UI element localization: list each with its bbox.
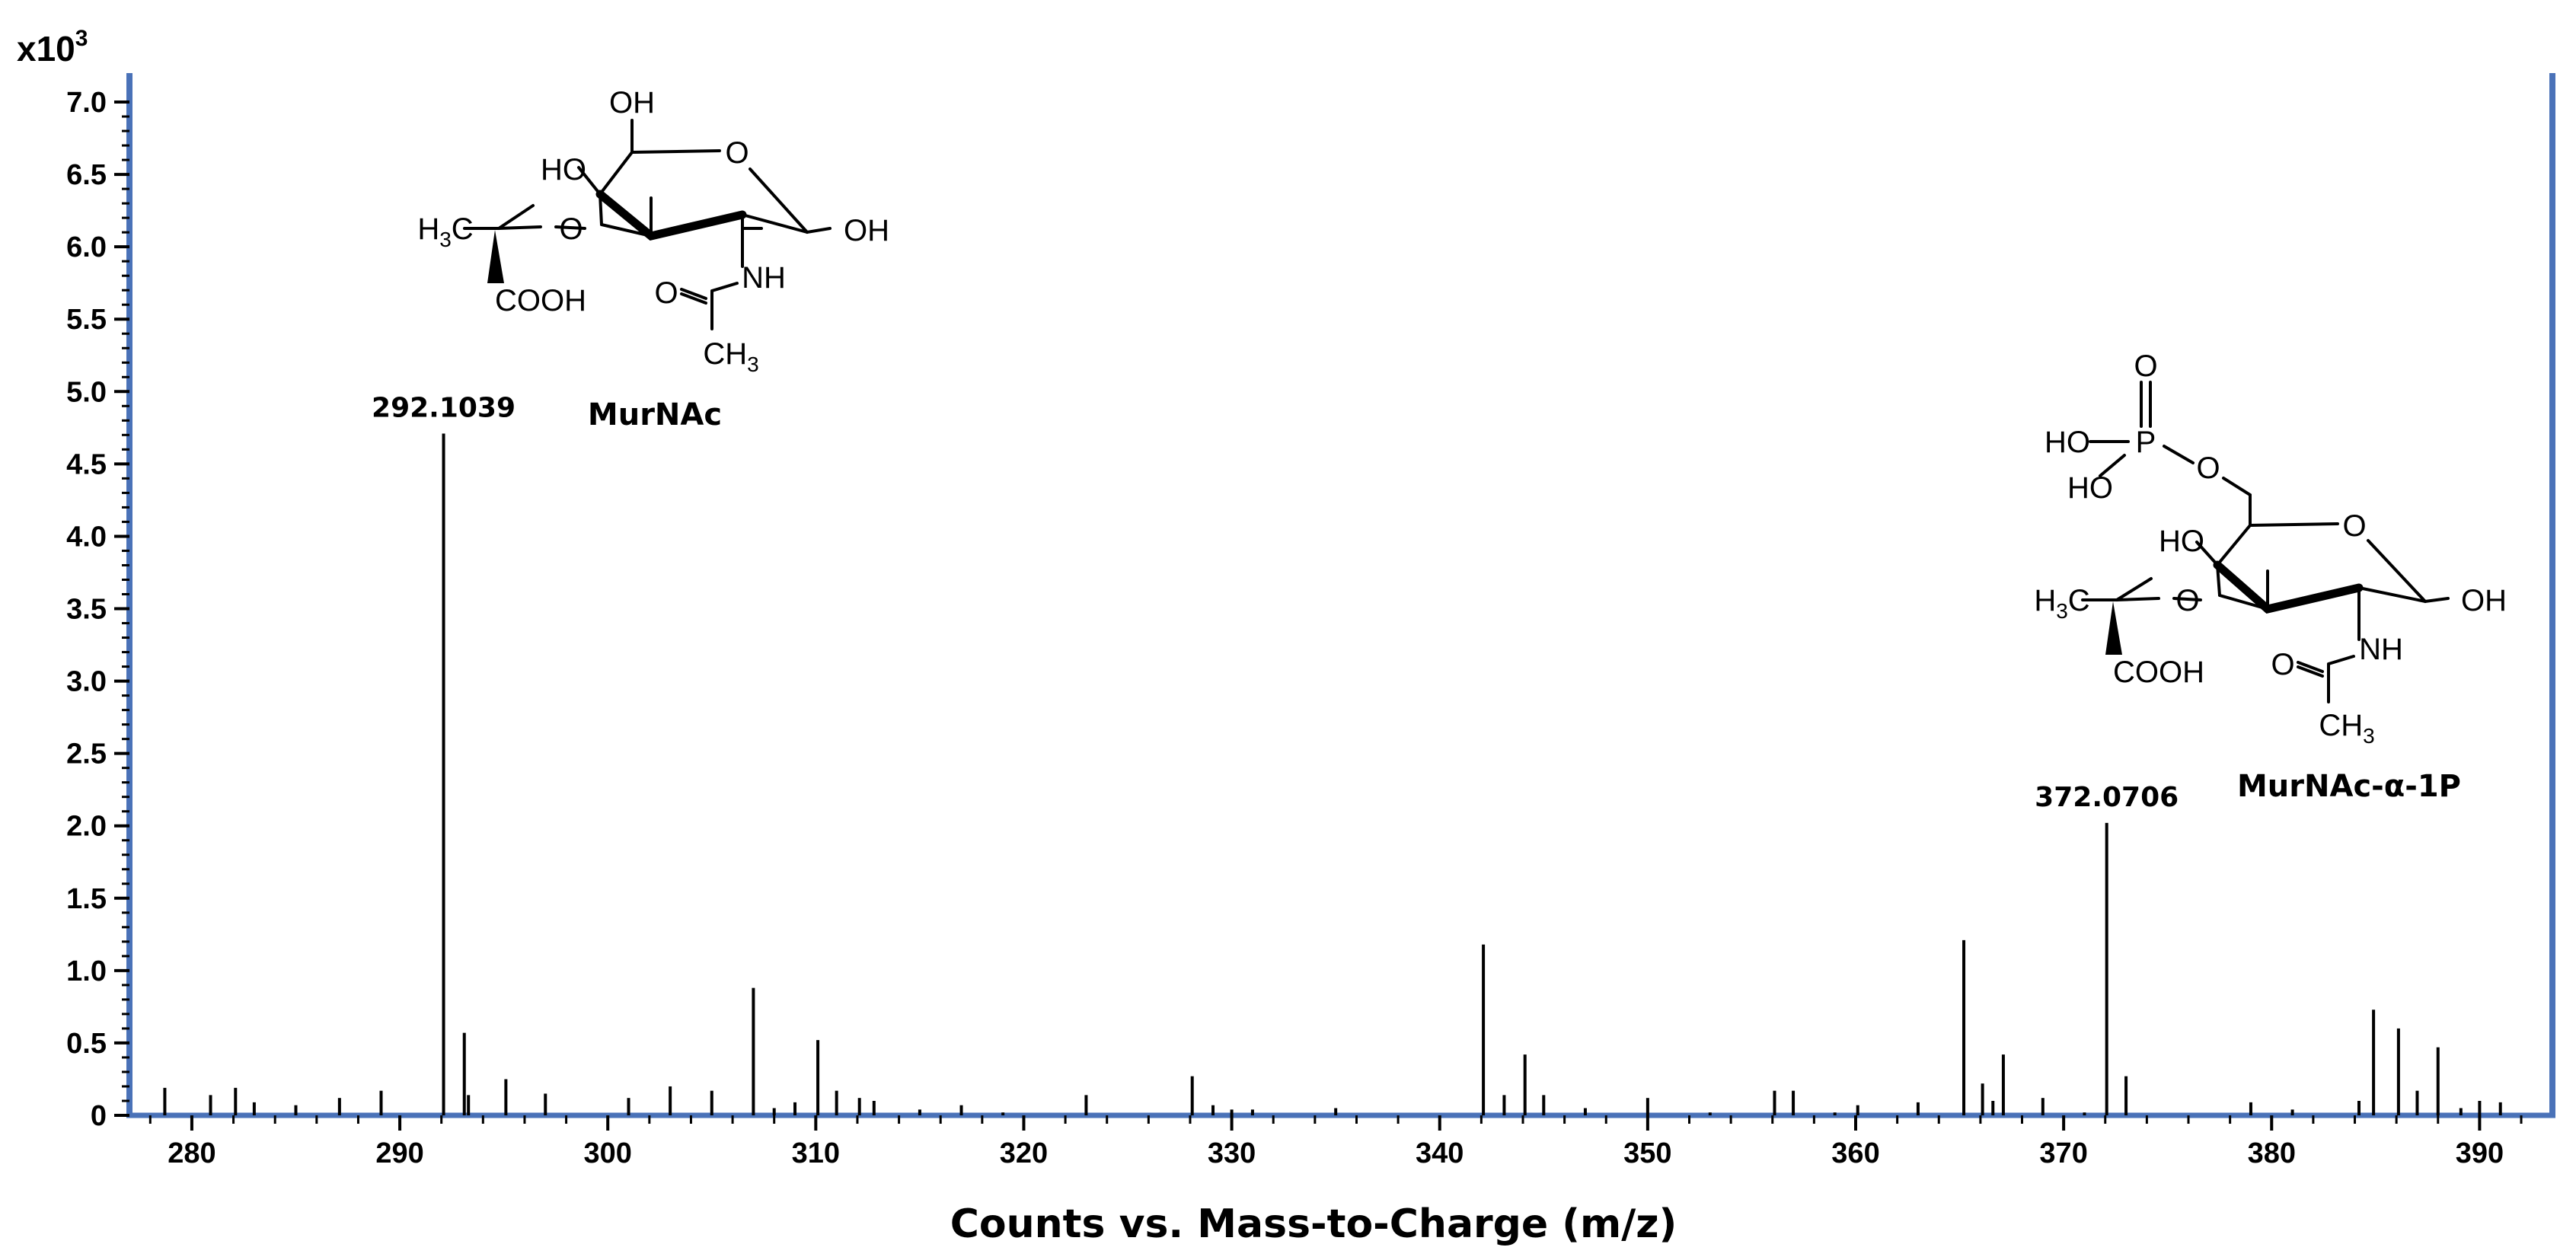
y-tick-label: 0.5 xyxy=(66,1028,107,1060)
y-tick-label: 3.0 xyxy=(66,666,107,698)
murnac-ring-o: O xyxy=(725,136,749,170)
x-tick-label: 310 xyxy=(792,1137,840,1169)
murnac-h3c: H3C xyxy=(417,212,473,251)
murnac-oh-right: OH xyxy=(844,214,889,247)
x-tick-label: 370 xyxy=(2039,1137,2087,1169)
y-multiplier-label: x103 xyxy=(17,26,88,69)
murnac-nh: NH xyxy=(742,261,786,295)
x-tick-label: 290 xyxy=(375,1137,423,1169)
murnac-1p-oh-right: OH xyxy=(2461,584,2507,617)
murnac-1p-ether-o: O xyxy=(2175,584,2199,617)
murnac-name: MurNAc xyxy=(588,397,722,432)
murnac-cooh: COOH xyxy=(495,284,586,317)
murnac-1p-p: P xyxy=(2136,426,2156,459)
murnac-1p-nh: NH xyxy=(2359,633,2403,666)
murnac-structure: OH HO O OH H3C O NH O COOH CH3 MurNAc xyxy=(417,86,889,432)
x-tick-label: 350 xyxy=(1623,1137,1671,1169)
peak-label: 292.1039 xyxy=(372,392,516,423)
murnac-1p-ho-p1: HO xyxy=(2045,426,2090,459)
x-tick-label: 300 xyxy=(584,1137,632,1169)
x-tick-label: 360 xyxy=(1831,1137,1879,1169)
x-axis-title: Counts vs. Mass-to-Charge (m/z) xyxy=(950,1201,1677,1247)
murnac-1p-ch3: CH3 xyxy=(2319,709,2374,748)
murnac-1p-ho-p2: HO xyxy=(2067,471,2113,505)
murnac-1p-cooh: COOH xyxy=(2113,656,2204,689)
y-tick-label: 4.0 xyxy=(66,521,107,553)
x-tick-label: 320 xyxy=(1000,1137,1048,1169)
y-tick-label: 1.5 xyxy=(66,883,107,915)
y-ticks: 0 0.5 1.0 1.5 2.0 2.5 3.0 3.5 4.0 4.5 5.0 5.5 6.0 6.5… xyxy=(66,87,129,1132)
x-tick-label: 330 xyxy=(1208,1137,1256,1169)
murnac-1p-carbonyl-o: O xyxy=(2271,648,2294,681)
murnac-1p-name: MurNAc-α-1P xyxy=(2237,769,2461,804)
murnac-1p-o-link: O xyxy=(2196,451,2220,485)
y-tick-label: 3.5 xyxy=(66,594,107,626)
murnac-oh-top: OH xyxy=(609,86,655,120)
murnac-1p-o-top: O xyxy=(2134,349,2157,383)
x-tick-label: 380 xyxy=(2248,1137,2296,1169)
y-tick-label: 2.0 xyxy=(66,811,107,843)
y-tick-label: 6.0 xyxy=(66,231,107,263)
peak-bars xyxy=(163,433,2502,1115)
x-tick-label: 340 xyxy=(1416,1137,1464,1169)
x-tick-label: 390 xyxy=(2456,1137,2504,1169)
y-tick-label: 4.5 xyxy=(66,448,107,480)
y-tick-label: 2.5 xyxy=(66,738,107,770)
murnac-1p-structure: O HO P O HO HO O OH H3C O NH O COOH CH3 … xyxy=(2034,349,2507,804)
x-tick-label: 280 xyxy=(168,1137,215,1169)
murnac-1p-ho-left: HO xyxy=(2159,525,2204,558)
y-tick-label: 7.0 xyxy=(66,87,107,119)
x-ticks: 280 290 300 310 320 330 340 350 360 370 380 390 xyxy=(148,1115,2523,1169)
y-tick-label: 0 xyxy=(91,1100,107,1132)
murnac-carbonyl-o: O xyxy=(654,276,678,310)
peak-labels: 292.1039 372.0706 xyxy=(372,392,2179,812)
y-tick-label: 5.0 xyxy=(66,376,107,408)
y-tick-label: 6.5 xyxy=(66,159,107,191)
murnac-1p-h3c: H3C xyxy=(2034,584,2089,623)
murnac-ch3: CH3 xyxy=(703,337,758,376)
murnac-ether-o: O xyxy=(559,212,583,246)
peak-label: 372.0706 xyxy=(2035,782,2179,813)
y-tick-label: 1.0 xyxy=(66,955,107,987)
murnac-ho-left: HO xyxy=(541,153,586,187)
murnac-1p-ring-o: O xyxy=(2342,509,2366,543)
y-tick-label: 5.5 xyxy=(66,304,107,336)
